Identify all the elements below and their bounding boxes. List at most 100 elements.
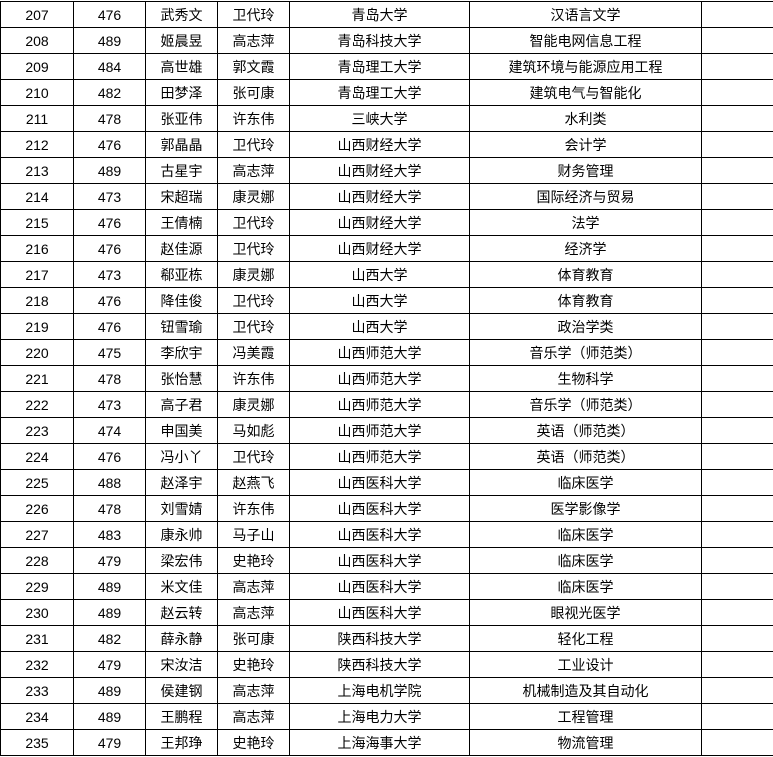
major-cell: 工程管理 bbox=[470, 704, 702, 730]
student-name-cell: 赵佳源 bbox=[146, 236, 218, 262]
row-number-cell: 235 bbox=[1, 730, 74, 756]
teacher-name-cell: 马子山 bbox=[218, 522, 290, 548]
university-cell: 山西师范大学 bbox=[290, 340, 470, 366]
university-cell: 山西师范大学 bbox=[290, 366, 470, 392]
university-cell: 山西大学 bbox=[290, 262, 470, 288]
remark-cell bbox=[702, 236, 773, 262]
major-cell: 国际经济与贸易 bbox=[470, 184, 702, 210]
teacher-name-cell: 张可康 bbox=[218, 626, 290, 652]
row-number-cell: 220 bbox=[1, 340, 74, 366]
row-number-cell: 211 bbox=[1, 106, 74, 132]
row-number-cell: 227 bbox=[1, 522, 74, 548]
major-cell: 临床医学 bbox=[470, 548, 702, 574]
major-cell: 临床医学 bbox=[470, 522, 702, 548]
table-row: 229489米文佳高志萍山西医科大学临床医学 bbox=[1, 574, 773, 600]
score-cell: 476 bbox=[74, 132, 146, 158]
table-row: 227483康永帅马子山山西医科大学临床医学 bbox=[1, 522, 773, 548]
table-row: 223474申国美马如彪山西师范大学英语（师范类） bbox=[1, 418, 773, 444]
table-row: 214473宋超瑞康灵娜山西财经大学国际经济与贸易 bbox=[1, 184, 773, 210]
major-cell: 物流管理 bbox=[470, 730, 702, 756]
teacher-name-cell: 康灵娜 bbox=[218, 184, 290, 210]
student-name-cell: 刘雪婧 bbox=[146, 496, 218, 522]
university-cell: 山西大学 bbox=[290, 314, 470, 340]
remark-cell bbox=[702, 2, 773, 28]
major-cell: 体育教育 bbox=[470, 262, 702, 288]
teacher-name-cell: 卫代玲 bbox=[218, 288, 290, 314]
student-name-cell: 姬晨昱 bbox=[146, 28, 218, 54]
row-number-cell: 219 bbox=[1, 314, 74, 340]
table-row: 215476王倩楠卫代玲山西财经大学法学 bbox=[1, 210, 773, 236]
row-number-cell: 221 bbox=[1, 366, 74, 392]
major-cell: 财务管理 bbox=[470, 158, 702, 184]
score-cell: 479 bbox=[74, 730, 146, 756]
score-cell: 476 bbox=[74, 2, 146, 28]
teacher-name-cell: 卫代玲 bbox=[218, 2, 290, 28]
university-cell: 青岛理工大学 bbox=[290, 54, 470, 80]
university-cell: 三峡大学 bbox=[290, 106, 470, 132]
row-number-cell: 234 bbox=[1, 704, 74, 730]
student-name-cell: 高子君 bbox=[146, 392, 218, 418]
student-name-cell: 宋汝洁 bbox=[146, 652, 218, 678]
university-cell: 山西医科大学 bbox=[290, 600, 470, 626]
university-cell: 山西医科大学 bbox=[290, 496, 470, 522]
major-cell: 英语（师范类） bbox=[470, 418, 702, 444]
score-cell: 478 bbox=[74, 366, 146, 392]
university-cell: 山西医科大学 bbox=[290, 548, 470, 574]
university-cell: 山西医科大学 bbox=[290, 522, 470, 548]
row-number-cell: 230 bbox=[1, 600, 74, 626]
table-row: 213489古星宇高志萍山西财经大学财务管理 bbox=[1, 158, 773, 184]
remark-cell bbox=[702, 210, 773, 236]
remark-cell bbox=[702, 444, 773, 470]
student-name-cell: 武秀文 bbox=[146, 2, 218, 28]
major-cell: 汉语言文学 bbox=[470, 2, 702, 28]
student-name-cell: 张怡慧 bbox=[146, 366, 218, 392]
remark-cell bbox=[702, 314, 773, 340]
major-cell: 英语（师范类） bbox=[470, 444, 702, 470]
university-cell: 青岛科技大学 bbox=[290, 28, 470, 54]
remark-cell bbox=[702, 262, 773, 288]
student-name-cell: 梁宏伟 bbox=[146, 548, 218, 574]
score-cell: 473 bbox=[74, 392, 146, 418]
remark-cell bbox=[702, 574, 773, 600]
teacher-name-cell: 许东伟 bbox=[218, 106, 290, 132]
score-cell: 476 bbox=[74, 236, 146, 262]
row-number-cell: 215 bbox=[1, 210, 74, 236]
university-cell: 上海电力大学 bbox=[290, 704, 470, 730]
teacher-name-cell: 郭文霞 bbox=[218, 54, 290, 80]
table-row: 222473高子君康灵娜山西师范大学音乐学（师范类） bbox=[1, 392, 773, 418]
university-cell: 山西师范大学 bbox=[290, 418, 470, 444]
teacher-name-cell: 高志萍 bbox=[218, 574, 290, 600]
table-row: 234489王鹏程高志萍上海电力大学工程管理 bbox=[1, 704, 773, 730]
major-cell: 法学 bbox=[470, 210, 702, 236]
major-cell: 建筑环境与能源应用工程 bbox=[470, 54, 702, 80]
row-number-cell: 233 bbox=[1, 678, 74, 704]
table-row: 212476郭晶晶卫代玲山西财经大学会计学 bbox=[1, 132, 773, 158]
row-number-cell: 213 bbox=[1, 158, 74, 184]
remark-cell bbox=[702, 28, 773, 54]
remark-cell bbox=[702, 106, 773, 132]
remark-cell bbox=[702, 184, 773, 210]
row-number-cell: 223 bbox=[1, 418, 74, 444]
score-cell: 489 bbox=[74, 28, 146, 54]
table-row: 224476冯小丫卫代玲山西师范大学英语（师范类） bbox=[1, 444, 773, 470]
student-name-cell: 张亚伟 bbox=[146, 106, 218, 132]
student-name-cell: 薛永静 bbox=[146, 626, 218, 652]
student-name-cell: 古星宇 bbox=[146, 158, 218, 184]
remark-cell bbox=[702, 496, 773, 522]
university-cell: 山西师范大学 bbox=[290, 392, 470, 418]
remark-cell bbox=[702, 730, 773, 756]
teacher-name-cell: 许东伟 bbox=[218, 496, 290, 522]
university-cell: 山西医科大学 bbox=[290, 470, 470, 496]
row-number-cell: 229 bbox=[1, 574, 74, 600]
student-name-cell: 高世雄 bbox=[146, 54, 218, 80]
remark-cell bbox=[702, 704, 773, 730]
score-cell: 489 bbox=[74, 678, 146, 704]
table-row: 228479梁宏伟史艳玲山西医科大学临床医学 bbox=[1, 548, 773, 574]
remark-cell bbox=[702, 288, 773, 314]
score-cell: 476 bbox=[74, 288, 146, 314]
row-number-cell: 212 bbox=[1, 132, 74, 158]
major-cell: 体育教育 bbox=[470, 288, 702, 314]
university-cell: 山西财经大学 bbox=[290, 236, 470, 262]
